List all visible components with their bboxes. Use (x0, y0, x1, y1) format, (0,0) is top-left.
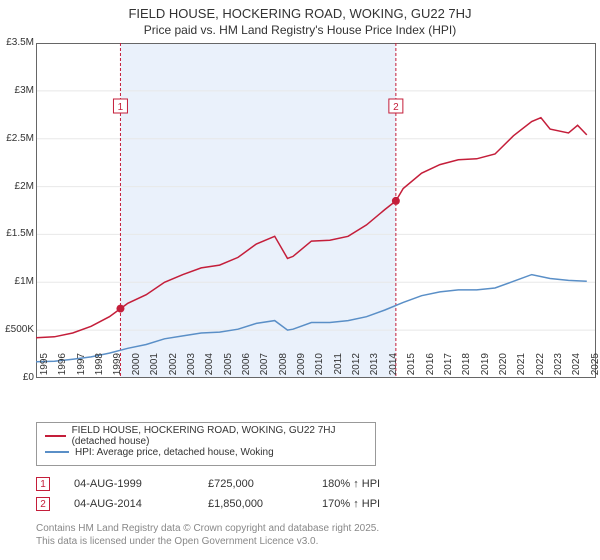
x-tick-label: 2010 (314, 353, 325, 383)
x-tick-label: 2016 (425, 353, 436, 383)
legend-label: FIELD HOUSE, HOCKERING ROAD, WOKING, GU2… (72, 425, 367, 447)
x-tick-label: 2022 (535, 353, 546, 383)
legend-swatch (45, 451, 69, 453)
sale-hpi: 180% ↑ HPI (322, 478, 422, 490)
x-tick-label: 2002 (168, 353, 179, 383)
sale-date: 04-AUG-1999 (74, 478, 184, 490)
x-tick-label: 2020 (498, 353, 509, 383)
x-tick-label: 2017 (443, 353, 454, 383)
sale-price: £1,850,000 (208, 498, 298, 510)
footer-line-1: Contains HM Land Registry data © Crown c… (36, 522, 600, 535)
sale-price: £725,000 (208, 478, 298, 490)
sale-date: 04-AUG-2014 (74, 498, 184, 510)
x-tick-label: 2003 (186, 353, 197, 383)
chart-svg: 12 (36, 43, 596, 378)
sale-hpi: 170% ↑ HPI (322, 498, 422, 510)
y-tick-label: £1M (0, 276, 34, 287)
x-tick-label: 2007 (259, 353, 270, 383)
x-tick-label: 2001 (149, 353, 160, 383)
sale-marker: 1 (36, 477, 50, 491)
sales-table: 1 04-AUG-1999 £725,000 180% ↑ HPI 2 04-AUG-20… (36, 474, 600, 514)
x-tick-label: 2025 (590, 353, 600, 383)
y-tick-label: £3.5M (0, 37, 34, 48)
y-tick-label: £3M (0, 85, 34, 96)
sale-row: 2 04-AUG-2014 £1,850,000 170% ↑ HPI (36, 494, 600, 514)
chart-area: 12 £0£500K£1M£1.5M£2M£2.5M£3M£3.5M199519… (36, 43, 596, 378)
y-tick-label: £500K (0, 324, 34, 335)
sale-marker: 2 (36, 497, 50, 511)
footer-line-2: This data is licensed under the Open Gov… (36, 535, 600, 548)
y-tick-label: £0 (0, 372, 34, 383)
legend-label: HPI: Average price, detached house, Woki… (75, 447, 274, 458)
svg-text:1: 1 (118, 102, 124, 113)
x-tick-label: 2014 (388, 353, 399, 383)
svg-text:2: 2 (393, 102, 399, 113)
x-tick-label: 2015 (406, 353, 417, 383)
x-tick-label: 1997 (76, 353, 87, 383)
x-tick-label: 1998 (94, 353, 105, 383)
legend-item: FIELD HOUSE, HOCKERING ROAD, WOKING, GU2… (45, 428, 367, 444)
footer-attribution: Contains HM Land Registry data © Crown c… (36, 522, 600, 548)
x-tick-label: 2013 (369, 353, 380, 383)
legend: FIELD HOUSE, HOCKERING ROAD, WOKING, GU2… (36, 422, 376, 466)
x-tick-label: 2012 (351, 353, 362, 383)
x-tick-label: 2006 (241, 353, 252, 383)
x-tick-label: 1995 (39, 353, 50, 383)
y-tick-label: £2M (0, 181, 34, 192)
x-tick-label: 2011 (333, 353, 344, 383)
x-tick-label: 2009 (296, 353, 307, 383)
chart-subtitle: Price paid vs. HM Land Registry's House … (0, 21, 600, 43)
x-tick-label: 2018 (461, 353, 472, 383)
x-tick-label: 2021 (516, 353, 527, 383)
x-tick-label: 2023 (553, 353, 564, 383)
chart-title: FIELD HOUSE, HOCKERING ROAD, WOKING, GU2… (0, 0, 600, 21)
x-tick-label: 2005 (223, 353, 234, 383)
y-tick-label: £2.5M (0, 133, 34, 144)
y-tick-label: £1.5M (0, 228, 34, 239)
x-tick-label: 1996 (57, 353, 68, 383)
x-tick-label: 1999 (112, 353, 123, 383)
sale-row: 1 04-AUG-1999 £725,000 180% ↑ HPI (36, 474, 600, 494)
x-tick-label: 2000 (131, 353, 142, 383)
legend-swatch (45, 435, 66, 437)
x-tick-label: 2008 (278, 353, 289, 383)
x-tick-label: 2019 (480, 353, 491, 383)
x-tick-label: 2004 (204, 353, 215, 383)
x-tick-label: 2024 (571, 353, 582, 383)
